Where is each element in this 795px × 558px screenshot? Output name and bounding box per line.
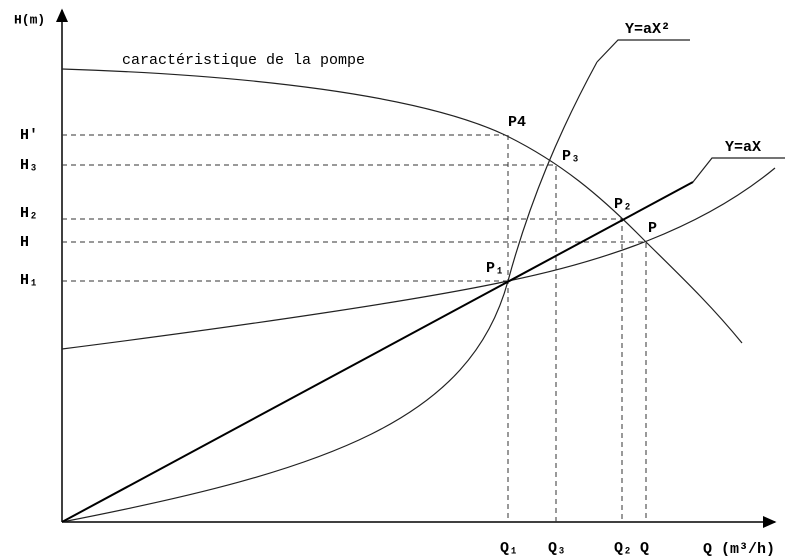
q-label: Q	[640, 540, 649, 557]
leader-quadratic	[596, 39, 690, 63]
q-label: Q₂	[614, 540, 632, 557]
dashed-guides	[62, 134, 647, 522]
q-label: Q₁	[500, 540, 518, 557]
pump-curve	[61, 68, 743, 344]
point-label: P	[648, 220, 657, 237]
point-label: P₃	[562, 148, 580, 165]
x-axis-label: Q (m³/h)	[703, 541, 775, 558]
h-label: H	[20, 234, 29, 251]
leader-linear	[692, 157, 785, 183]
h-label: H'	[20, 127, 38, 144]
point-label: P₂	[614, 196, 632, 213]
h-label: H₂	[20, 205, 38, 222]
quadratic-curve	[61, 61, 598, 523]
point-label: P₁	[486, 260, 504, 277]
q-label: Q₃	[548, 540, 566, 557]
h-label: H₁	[20, 272, 38, 289]
pump-label: caractéristique de la pompe	[122, 52, 365, 69]
y-axis-label: H(m)	[14, 12, 45, 27]
linear-line	[61, 181, 694, 523]
system-curve	[61, 167, 776, 350]
linear-label: Y=aX	[725, 139, 761, 156]
point-label: P4	[508, 114, 526, 131]
h-label: H₃	[20, 157, 38, 174]
quadratic-label: Y=aX²	[625, 21, 670, 38]
